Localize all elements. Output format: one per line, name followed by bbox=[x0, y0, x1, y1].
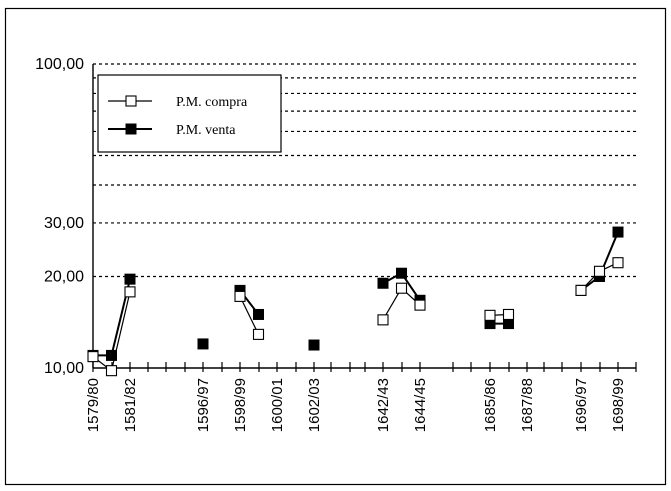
legend-marker-venta bbox=[125, 123, 137, 135]
x-tick-label: 1598/99 bbox=[232, 378, 249, 432]
x-tick-label: 1596/97 bbox=[195, 378, 212, 432]
data-point-compra bbox=[105, 365, 118, 377]
data-point-venta bbox=[106, 349, 117, 361]
series-line-compra bbox=[239, 296, 260, 335]
x-tick-label: 1644/45 bbox=[412, 378, 429, 432]
data-point-compra bbox=[377, 314, 389, 326]
x-tick-label: 1685/86 bbox=[482, 378, 499, 432]
data-point-venta bbox=[377, 277, 389, 289]
data-point-venta bbox=[503, 318, 514, 330]
data-point-compra bbox=[124, 286, 136, 298]
data-point-compra bbox=[502, 308, 515, 321]
legend-label-venta: P.M. venta bbox=[176, 123, 236, 138]
data-point-compra bbox=[484, 309, 496, 321]
y-tick-labels: 10,00 20,00 30,00 100,00 bbox=[35, 56, 84, 377]
y-tick-label: 30,00 bbox=[44, 215, 84, 232]
x-tick-label: 1581/82 bbox=[122, 378, 139, 432]
data-point-compra bbox=[414, 299, 426, 311]
x-tick-label: 1687/88 bbox=[519, 378, 536, 432]
data-point-compra bbox=[395, 282, 408, 294]
y-tick-label: 20,00 bbox=[44, 268, 84, 285]
data-point-venta bbox=[396, 267, 407, 279]
data-point-compra bbox=[87, 351, 99, 363]
data-point-venta bbox=[308, 339, 320, 351]
x-tick-label: 1602/03 bbox=[306, 378, 323, 432]
data-point-compra bbox=[575, 284, 587, 296]
x-ticks: 1579/80 1581/82 1596/97 1598/99 1600/01 1602/… bbox=[85, 362, 637, 432]
x-tick-label: 1579/80 bbox=[85, 378, 102, 432]
y-tick-label: 100,00 bbox=[35, 56, 84, 73]
legend: P.M. compra P.M. venta bbox=[97, 74, 282, 153]
series-venta bbox=[87, 226, 624, 361]
data-point-compra bbox=[612, 257, 624, 269]
data-point-compra bbox=[252, 328, 265, 340]
data-point-venta bbox=[253, 308, 264, 320]
legend-marker-compra bbox=[125, 95, 137, 107]
x-tick-label: 1698/99 bbox=[610, 378, 627, 432]
series-lines bbox=[87, 226, 624, 377]
legend-label-compra: P.M. compra bbox=[176, 95, 248, 110]
data-point-venta bbox=[124, 273, 136, 285]
data-point-compra bbox=[593, 265, 606, 277]
series-compra bbox=[87, 257, 624, 377]
data-point-venta bbox=[197, 338, 209, 350]
chart-frame bbox=[4, 7, 667, 486]
x-tick-label: 1600/01 bbox=[269, 378, 286, 432]
data-point-venta bbox=[612, 226, 624, 238]
x-tick-label: 1696/97 bbox=[573, 378, 590, 432]
data-point-compra bbox=[234, 290, 246, 302]
y-tick-label: 10,00 bbox=[44, 360, 84, 377]
legend-box bbox=[97, 74, 282, 153]
x-tick-label: 1642/43 bbox=[375, 378, 392, 432]
